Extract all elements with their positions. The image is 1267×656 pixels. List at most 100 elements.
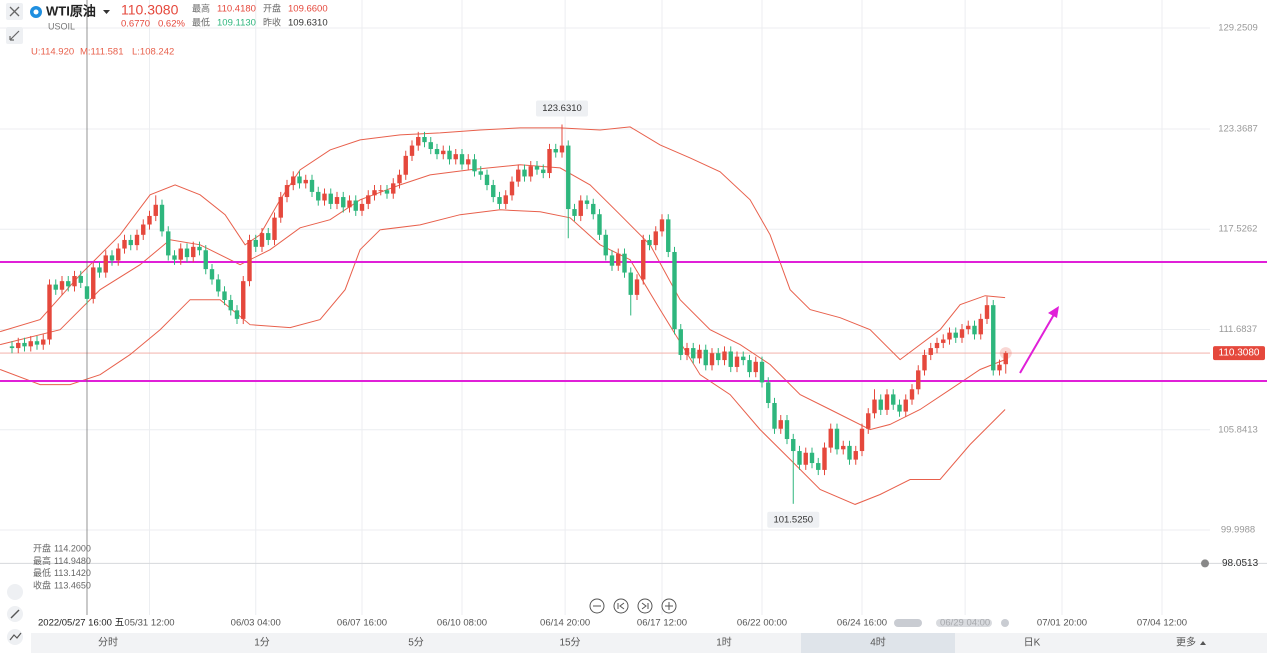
- candle-body: [122, 239, 127, 249]
- x-tick-label: 06/03 04:00: [231, 618, 281, 629]
- candle-body: [853, 451, 858, 460]
- alert-label: 98.0513: [1222, 558, 1259, 569]
- event-marker[interactable]: [936, 619, 992, 627]
- candle-body: [822, 447, 827, 470]
- dropdown-icon[interactable]: [103, 10, 110, 14]
- stat-label: 最高: [192, 2, 210, 13]
- tab[interactable]: 1时: [716, 637, 732, 649]
- candle-body: [747, 360, 752, 373]
- candle-body: [522, 169, 527, 177]
- trend-icon: [9, 632, 22, 641]
- candle-body: [278, 197, 283, 218]
- candle-body: [784, 420, 790, 440]
- candle-body: [922, 354, 927, 371]
- ohlc-label: 最低: [33, 567, 51, 578]
- event-marker[interactable]: [1001, 619, 1009, 627]
- drawn-arrow[interactable]: [1019, 310, 1057, 374]
- tool-button[interactable]: [7, 584, 23, 600]
- forward-button[interactable]: [637, 598, 653, 614]
- close-icon: [9, 6, 20, 17]
- candle-body: [141, 224, 146, 235]
- zoom-out-button[interactable]: [589, 598, 605, 614]
- candle-body: [741, 356, 746, 361]
- rewind-button[interactable]: [613, 598, 629, 614]
- candle-body: [84, 286, 90, 299]
- candle-body: [641, 239, 646, 280]
- plot: 129.2509 123.3687 117.5262 111.6837 105.8413…: [0, 0, 1267, 630]
- x-tick-label: 05/31 12:00: [124, 618, 174, 629]
- header: WTI原油 USOIL 110.3080 0.6770 0.62% 最高 110…: [6, 2, 328, 58]
- candle-body: [416, 136, 421, 146]
- candle-body: [972, 325, 977, 335]
- symbol-name[interactable]: WTI原油: [46, 3, 96, 18]
- tab[interactable]: 5分: [408, 637, 424, 649]
- ohlc-value: 113.4650: [54, 581, 91, 591]
- x-tick-label: 06/07 16:00: [337, 618, 387, 629]
- y-tick-label: 129.2509: [1218, 23, 1258, 34]
- candle-body: [359, 203, 365, 211]
- candle-body: [566, 145, 571, 210]
- candle-body: [34, 341, 40, 345]
- candle-body: [178, 248, 183, 260]
- tab[interactable]: 4时: [870, 637, 886, 649]
- tab[interactable]: 15分: [559, 637, 580, 649]
- candle-body: [384, 190, 390, 194]
- candle-body: [916, 370, 921, 390]
- candle-body: [547, 149, 552, 174]
- y-tick-label: 117.5262: [1219, 224, 1258, 235]
- ohlc-label: 最高: [33, 555, 51, 566]
- candle-body: [759, 361, 765, 383]
- candle-body: [172, 255, 177, 260]
- last-candle-glow: [999, 347, 1012, 360]
- candle-body: [72, 275, 77, 287]
- candle-body: [222, 291, 227, 301]
- y-tick-label: 99.9988: [1221, 525, 1255, 536]
- candle-body: [203, 250, 208, 270]
- candle-body: [322, 193, 327, 201]
- ohlc-value: 114.9480: [54, 556, 91, 566]
- bollinger-band: [0, 164, 1006, 431]
- candle-body: [909, 389, 915, 400]
- candle-body: [216, 279, 221, 292]
- candle-body: [709, 353, 715, 366]
- candle-body: [22, 342, 27, 347]
- candle-body: [397, 174, 402, 184]
- candle-body: [878, 399, 883, 410]
- candle-body: [253, 239, 258, 247]
- candle-body: [459, 154, 465, 165]
- candle-body: [634, 279, 640, 295]
- candle-body: [428, 142, 433, 150]
- candle-body: [528, 166, 533, 177]
- candle-body: [978, 318, 983, 335]
- candle-body: [41, 339, 46, 345]
- candle-body: [28, 341, 33, 347]
- candle-body: [297, 176, 302, 184]
- candle-body: [159, 204, 165, 232]
- stat-label: 最低: [192, 16, 210, 27]
- tool-button[interactable]: [7, 629, 23, 645]
- indicator-value: U:114.920: [31, 47, 74, 58]
- tab[interactable]: 日K: [1024, 638, 1041, 649]
- stat-value: 109.1130: [217, 18, 256, 29]
- tab[interactable]: 1分: [254, 637, 270, 649]
- ohlc-label: 开盘: [33, 542, 51, 553]
- event-marker[interactable]: [894, 619, 922, 627]
- candle-body: [678, 329, 683, 355]
- candle-body: [984, 305, 990, 319]
- ohlc-value: 113.1420: [54, 568, 91, 578]
- tab[interactable]: 更多: [1176, 636, 1196, 649]
- crosshair-time-label: 2022/05/27 16:00 五: [38, 618, 124, 629]
- candle-body: [247, 239, 252, 282]
- candle-body: [603, 234, 608, 256]
- candle-body: [816, 463, 821, 470]
- candle-body: [591, 203, 596, 215]
- tab[interactable]: 分时: [98, 637, 118, 649]
- candle-body: [16, 342, 21, 349]
- active-tab-bg: [801, 633, 955, 653]
- candle-body: [597, 214, 602, 235]
- candle-body: [97, 267, 102, 273]
- zoom-controls: [589, 598, 677, 614]
- candle-body: [372, 190, 377, 196]
- zoom-in-button[interactable]: [661, 598, 677, 614]
- candle-body: [703, 349, 708, 366]
